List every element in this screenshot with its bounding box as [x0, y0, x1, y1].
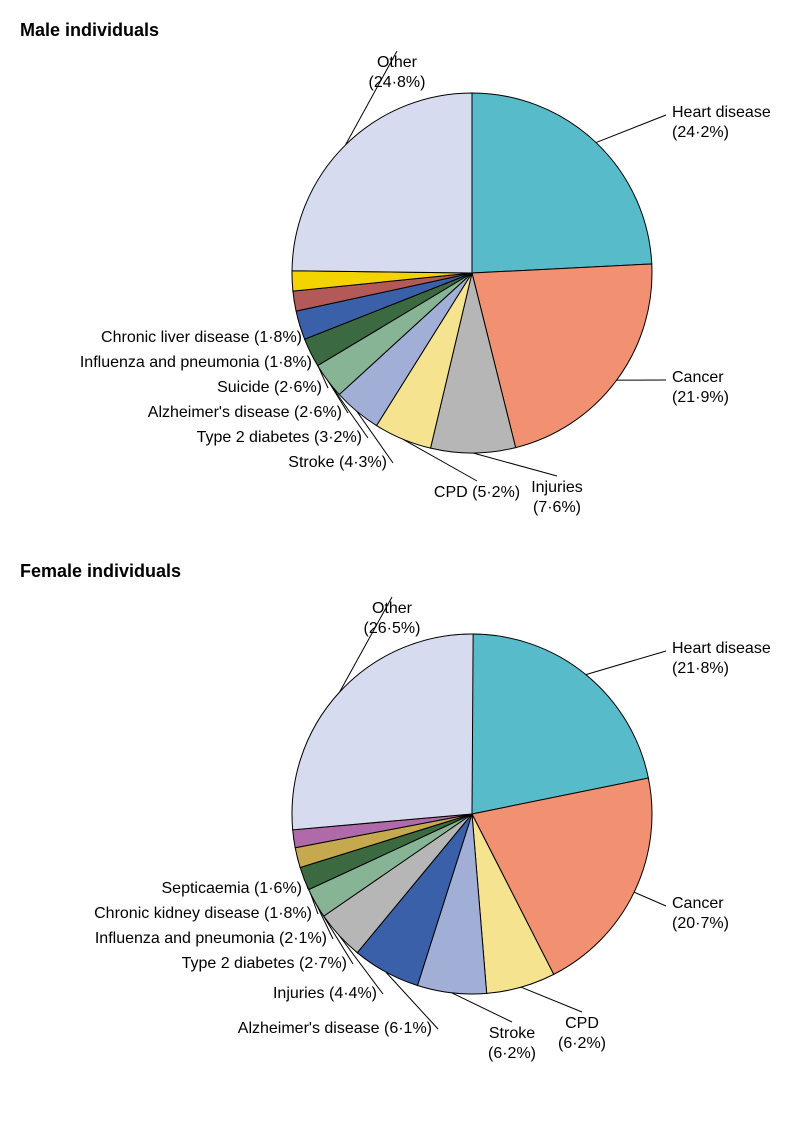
pie-slice: [472, 93, 652, 273]
pie-chart-1: Female individuals Heart disease(21·8%)Ca…: [20, 561, 770, 1072]
leader-line: [473, 453, 557, 476]
pie-svg: [290, 91, 654, 455]
pie-svg: [290, 632, 654, 996]
pie-slice: [292, 93, 472, 273]
chart-title: Male individuals: [20, 20, 770, 41]
chart-title: Female individuals: [20, 561, 770, 582]
pie-slice: [292, 634, 473, 830]
leader-line: [452, 993, 512, 1022]
pie-chart-0: Male individuals Heart disease(24·2%)Canc…: [20, 20, 770, 531]
pie-wrap: Heart disease(21·8%)Cancer(20·7%)CPD(6·2…: [20, 592, 770, 1072]
pie-wrap: Heart disease(24·2%)Cancer(21·9%)Injurie…: [20, 51, 770, 531]
